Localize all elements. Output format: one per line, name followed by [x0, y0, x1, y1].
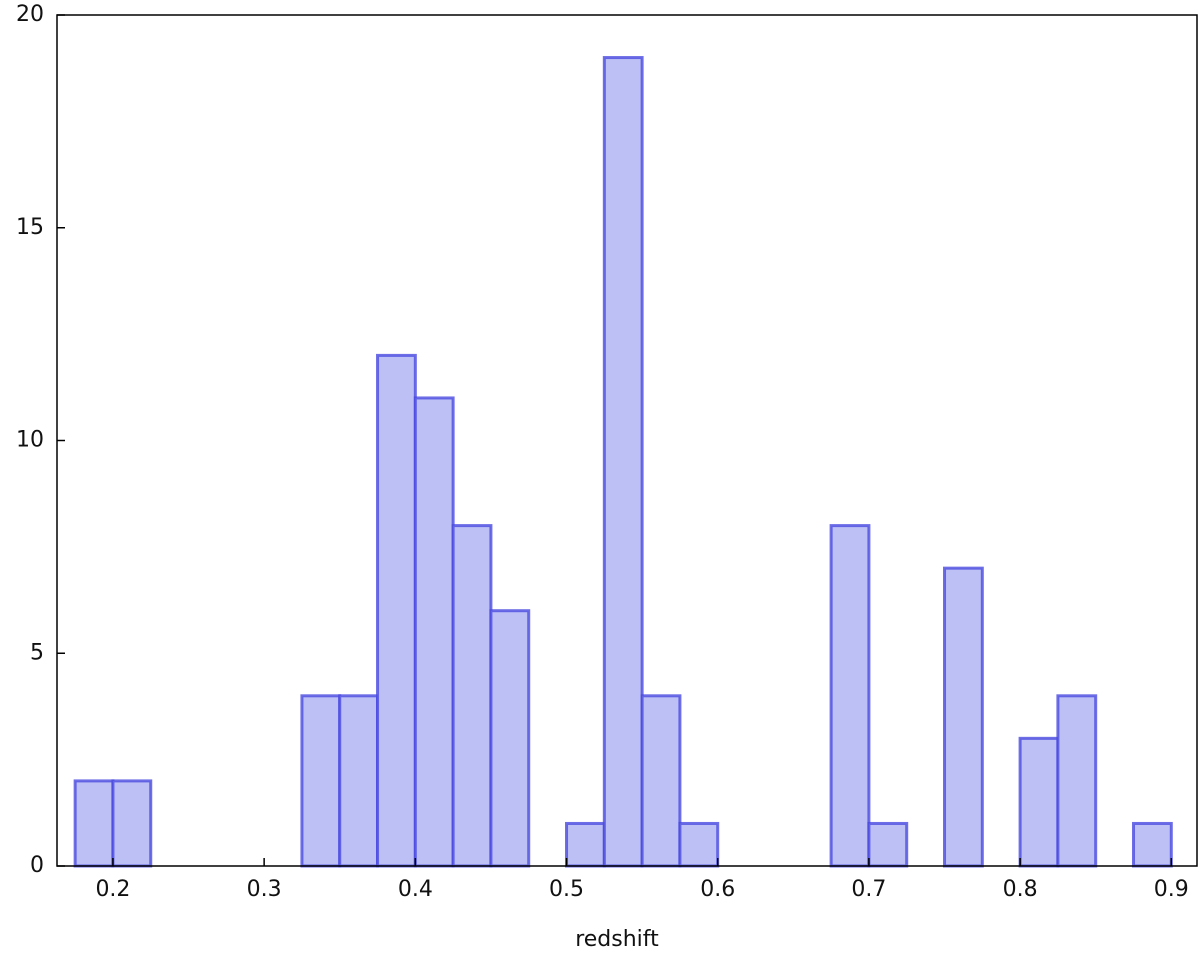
bar — [376, 353, 417, 868]
x-tick-label: 0.2 — [95, 877, 130, 902]
bar — [73, 779, 115, 868]
x-axis-label: redshift — [575, 927, 659, 952]
y-tick-label: 5 — [30, 640, 44, 665]
bar — [300, 694, 342, 868]
x-tick-label: 0.5 — [549, 877, 584, 902]
bar — [565, 821, 606, 868]
x-tick-label: 0.9 — [1154, 877, 1189, 902]
bar — [867, 821, 909, 868]
bar — [1056, 694, 1098, 868]
bar — [678, 821, 720, 868]
bar — [451, 524, 493, 868]
bar — [1131, 821, 1173, 868]
bar — [489, 609, 531, 868]
x-tick-label: 0.7 — [851, 877, 886, 902]
x-tick-label: 0.4 — [398, 877, 433, 902]
bar — [640, 694, 682, 868]
x-tick-label: 0.3 — [247, 877, 282, 902]
bar — [413, 396, 455, 868]
x-tick-label: 0.6 — [700, 877, 735, 902]
y-tick-label: 0 — [30, 853, 44, 878]
bar — [829, 524, 871, 868]
bar — [1018, 736, 1060, 868]
y-tick-label: 15 — [16, 215, 44, 240]
bar — [602, 56, 644, 868]
bar — [111, 779, 153, 868]
bar — [338, 694, 380, 868]
bar — [943, 566, 984, 868]
y-tick-label: 20 — [16, 2, 44, 27]
y-tick-label: 10 — [16, 428, 44, 453]
x-tick-label: 0.8 — [1003, 877, 1038, 902]
